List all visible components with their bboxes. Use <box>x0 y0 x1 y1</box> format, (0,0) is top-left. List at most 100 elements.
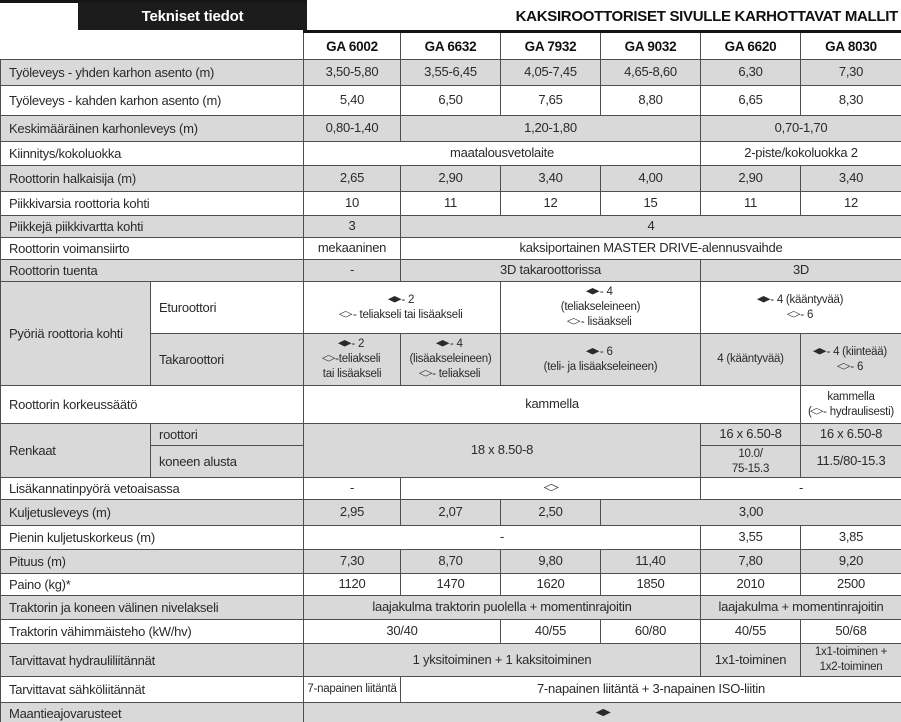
open-diamond-icon: ◇ <box>809 406 823 415</box>
spec-cell: laajakulma + momentinrajoitin <box>700 595 901 621</box>
column-header-ga7932: GA 7932 <box>500 30 601 60</box>
row-label: Roottorin voimansiirto <box>0 237 304 260</box>
row-sublabel: Eturoottori <box>150 281 304 334</box>
spec-cell: 50/68 <box>800 619 901 645</box>
row-label: Tarvittavat sähköliitännät <box>0 675 304 703</box>
spec-cell: 5,40 <box>303 85 401 116</box>
row-label: Pienin kuljetuskorkeus (m) <box>0 525 304 551</box>
spec-cell: ◆ - 2 ◇ -teliakseli tai lisäakseli <box>303 333 401 386</box>
spec-cell: ◇ <box>400 477 701 501</box>
spec-cell: 11.5/80-15.3 <box>800 444 901 479</box>
left-title: Tekniset tiedot <box>141 8 244 25</box>
filled-diamond-icon: ◆ <box>387 294 401 304</box>
spec-cell: 2,07 <box>400 499 501 527</box>
page-title: KAKSIROOTTORISET SIVULLE KARHOTTAVAT MAL… <box>515 8 899 25</box>
spec-cell: 18 x 8.50-8 <box>303 422 701 479</box>
spec-cell: 6,65 <box>700 85 801 116</box>
spec-cell: 2500 <box>800 573 901 597</box>
spec-cell: kammella (◇ - hydraulisesti) <box>800 385 901 424</box>
spec-cell: 3,40 <box>800 165 901 192</box>
spec-cell: 0,80-1,40 <box>303 115 401 142</box>
spec-cell: 1 yksitoiminen + 1 kaksitoiminen <box>303 643 701 677</box>
spec-cell: 1470 <box>400 573 501 597</box>
filled-diamond-icon: ◆ <box>595 706 610 718</box>
spec-cell: kammella <box>303 385 801 424</box>
spec-cell: 1x1-toiminen +1x2-toiminen <box>800 643 901 677</box>
spec-cell: 11,40 <box>600 549 701 575</box>
spec-cell: 16 x 6.50-8 <box>800 423 901 446</box>
row-label: Kuljetusleveys (m) <box>0 499 304 527</box>
row-label: Piikkejä piikkivartta kohti <box>0 215 304 238</box>
spec-cell: 3,00 <box>600 499 901 527</box>
spec-cell: ◆ <box>303 701 901 722</box>
row-label: Työleveys - kahden karhon asento (m) <box>0 85 304 116</box>
table-row: Roottorin korkeussäätö kammella kammella (◇… <box>0 385 901 424</box>
spec-cell: 2,90 <box>700 165 801 192</box>
spec-cell: 4,65-8,60 <box>600 59 701 86</box>
spec-cell: ◆ - 6 (teli- ja lisäakseleineen) <box>500 333 701 386</box>
spec-cell: 7,30 <box>800 59 901 86</box>
filled-diamond-icon: ◆ <box>756 294 770 304</box>
spec-cell: 16 x 6.50-8 <box>700 423 801 446</box>
spec-cell: 2010 <box>700 573 801 597</box>
filled-diamond-icon: ◆ <box>586 287 600 296</box>
spec-cell: 3D takaroottorissa <box>400 259 701 282</box>
spec-cell: 1850 <box>600 573 701 597</box>
spec-cell: 6,50 <box>400 85 501 116</box>
open-diamond-icon: ◇ <box>418 368 432 378</box>
spec-cell: 4,00 <box>600 165 701 192</box>
table-row: Roottorin halkaisija (m) 2,65 2,90 3,40 4,00… <box>0 165 901 192</box>
spec-cell: - <box>303 259 401 282</box>
spec-cell: 4 <box>400 215 901 238</box>
spec-cell: 7-napainen liitäntä <box>303 675 401 703</box>
spec-table-body: Työleveys - yhden karhon asento (m) 3,50-… <box>0 59 901 722</box>
table-row: Piikkivarsia roottoria kohti 10 11 12 15 11 12 <box>0 191 901 216</box>
filled-diamond-icon: ◆ <box>812 346 826 356</box>
column-header-ga6632: GA 6632 <box>400 30 501 60</box>
table-row: Maantieajovarusteet ◆ <box>0 701 901 722</box>
spec-cell: 9,20 <box>800 549 901 575</box>
filled-diamond-icon: ◆ <box>586 346 600 356</box>
spec-cell: 30/40 <box>303 619 501 645</box>
spec-cell: 11 <box>400 191 501 216</box>
spec-cell: 15 <box>600 191 701 216</box>
table-row: Kuljetusleveys (m) 2,95 2,07 2,50 3,00 <box>0 499 901 527</box>
row-label: Tarvittavat hydrauliliitännät <box>0 643 304 677</box>
spec-cell: 40/55 <box>700 619 801 645</box>
row-label: Lisäkannatinpyörä vetoaisassa <box>0 477 304 501</box>
spec-cell: 3,50-5,80 <box>303 59 401 86</box>
spec-cell: 2,65 <box>303 165 401 192</box>
table-row: Kiinnitys/kokoluokka maatalousvetolaite 2-… <box>0 141 901 166</box>
table-row: Takaroottori ◆ - 2 ◇ -teliakseli tai lisäak… <box>1 333 901 386</box>
row-label: Piikkivarsia roottoria kohti <box>0 191 304 216</box>
spec-cell: - <box>303 525 701 551</box>
table-row: Piikkejä piikkivartta kohti 3 4 <box>0 215 901 238</box>
spec-cell: 8,30 <box>800 85 901 116</box>
spec-cell: 9,80 <box>500 549 601 575</box>
table-row: Traktorin vähimmäisteho (kW/hv) 30/40 40/5… <box>0 619 901 645</box>
spec-cell: 40/55 <box>500 619 601 645</box>
row-sublabel: koneen alusta <box>150 444 304 479</box>
spec-cell: 12 <box>800 191 901 216</box>
spec-cell: 7,30 <box>303 549 401 575</box>
spec-cell: ◆ - 4 (teliakseleineen) ◇ - lisäakseli <box>500 281 701 334</box>
spec-cell: 10.0/75-15.3 <box>700 444 801 479</box>
row-label: Roottorin halkaisija (m) <box>0 165 304 192</box>
spec-cell: ◆ - 4 (kiinteää) ◇ - 6 <box>800 333 901 386</box>
spec-cell: 3,55-6,45 <box>400 59 501 86</box>
column-header-ga6620: GA 6620 <box>700 30 801 60</box>
spec-cell: 1x1-toiminen <box>700 643 801 677</box>
spec-cell: 2,50 <box>500 499 601 527</box>
open-diamond-icon: ◇ <box>836 361 850 370</box>
spec-cell: 60/80 <box>600 619 701 645</box>
spec-cell: 10 <box>303 191 401 216</box>
spec-cell: ◆ - 4 (lisäakseleineen) ◇ - teliakseli <box>400 333 501 386</box>
filled-diamond-icon: ◆ <box>436 339 450 348</box>
spec-cell: - <box>700 477 901 501</box>
table-row: Työleveys - kahden karhon asento (m) 5,40… <box>0 85 901 116</box>
spec-cell: 2,90 <box>400 165 501 192</box>
open-diamond-icon: ◇ <box>567 316 581 326</box>
left-title-bar: Tekniset tiedot <box>78 3 307 30</box>
row-label: Renkaat <box>0 422 151 479</box>
